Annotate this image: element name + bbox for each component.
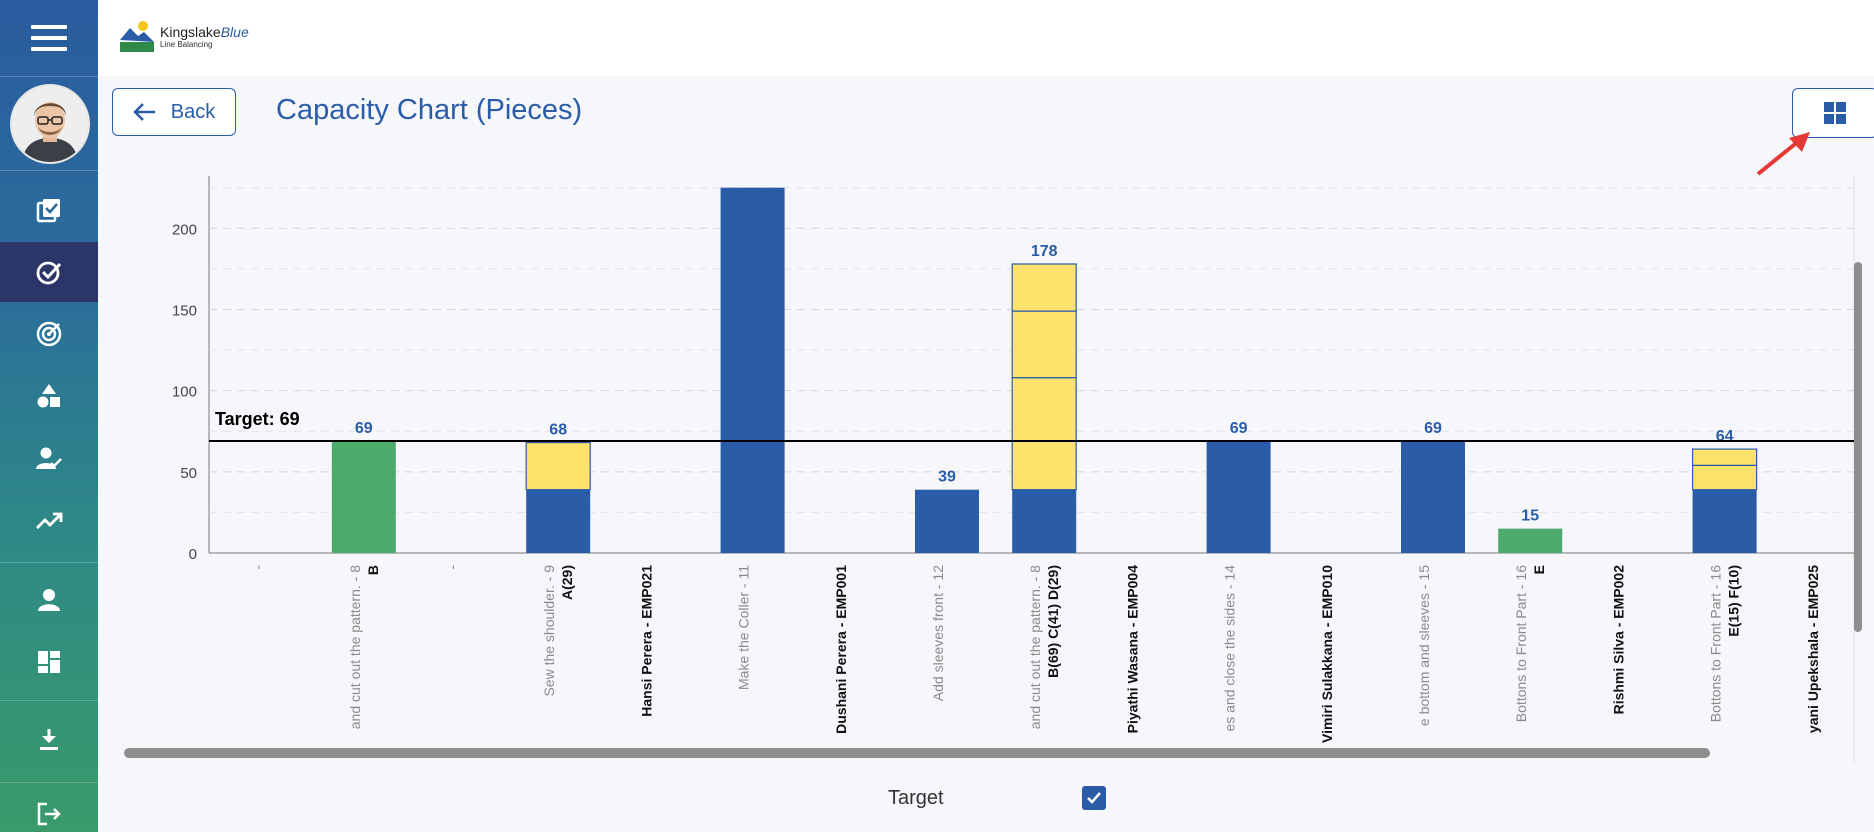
bar-15-seg-1 bbox=[1691, 464, 1758, 491]
sidebar-item-person-check[interactable] bbox=[0, 428, 98, 488]
brand-subtitle: Line Balancing bbox=[160, 40, 213, 49]
sidebar-item-logout[interactable] bbox=[0, 796, 98, 832]
bar-label-7: 39 bbox=[938, 469, 956, 486]
download-icon bbox=[40, 729, 58, 750]
sidebar-item-person[interactable] bbox=[0, 570, 98, 630]
x-tick-3-0: Sew the shoulder. - 9 bbox=[541, 565, 557, 697]
x-tick-1-1: B bbox=[365, 565, 381, 575]
x-tick-1-0: and cut out the pattern. - 8 bbox=[347, 565, 363, 729]
check-circle-icon bbox=[36, 261, 62, 285]
shapes-icon bbox=[37, 384, 60, 408]
bar-8-seg-3 bbox=[1011, 263, 1077, 312]
bar-13-seg-0 bbox=[1498, 528, 1563, 553]
bar-12-seg-0 bbox=[1401, 440, 1465, 553]
brand-name: KingslakeBlue bbox=[160, 24, 249, 40]
grid-icon bbox=[1824, 102, 1846, 124]
back-button[interactable]: Back bbox=[112, 88, 236, 136]
bar-10-seg-0 bbox=[1206, 440, 1271, 553]
sidebar-item-checklist[interactable] bbox=[0, 180, 98, 240]
sidebar-item-trending[interactable] bbox=[0, 490, 98, 550]
target-label: Target: 69 bbox=[215, 409, 300, 429]
app-logo: KingslakeBlue Line Balancing bbox=[118, 20, 249, 54]
trending-up-icon bbox=[36, 512, 63, 529]
x-tick-0-0: - bbox=[250, 565, 266, 570]
hamburger-menu-icon bbox=[31, 25, 67, 51]
user-avatar-icon bbox=[12, 86, 88, 162]
x-tick-8-0: and cut out the pattern. - 8 bbox=[1027, 565, 1043, 729]
sidebar-item-check[interactable] bbox=[0, 242, 98, 302]
y-tick-0: 0 bbox=[189, 546, 197, 563]
target-checkbox[interactable] bbox=[1081, 786, 1106, 810]
legend: Target bbox=[888, 786, 1106, 810]
x-tick-9-0: Piyathi Wasana - EMP004 bbox=[1124, 565, 1140, 734]
person-check-icon bbox=[36, 447, 62, 469]
person-icon bbox=[38, 589, 60, 611]
bar-8-seg-0 bbox=[1012, 489, 1077, 553]
bar-1-seg-0 bbox=[331, 440, 396, 553]
y-tick-200: 200 bbox=[172, 221, 197, 238]
bar-5-seg-0 bbox=[720, 187, 785, 553]
y-tick-50: 50 bbox=[180, 465, 197, 482]
x-tick-4-0: Hansi Perera - EMP021 bbox=[638, 565, 654, 717]
x-tick-15-1: E(15) F(10) bbox=[1726, 565, 1742, 637]
bar-label-13: 15 bbox=[1521, 508, 1539, 525]
bar-label-15: 64 bbox=[1716, 428, 1734, 445]
bar-label-10: 69 bbox=[1230, 420, 1248, 437]
sidebar-item-download[interactable] bbox=[0, 710, 98, 770]
arrow-left-icon bbox=[132, 103, 155, 121]
sidebar-item-shapes[interactable] bbox=[0, 366, 98, 426]
grid-view-button[interactable] bbox=[1792, 88, 1874, 138]
x-tick-13-1: E bbox=[1531, 565, 1547, 574]
checkmark-icon bbox=[1086, 792, 1101, 804]
x-tick-5-0: Make the Coller - 11 bbox=[736, 565, 752, 690]
checklist-icon bbox=[36, 199, 60, 223]
x-tick-16-0: yani Upekshala - EMP025 bbox=[1805, 565, 1821, 733]
bar-8-seg-1 bbox=[1011, 377, 1077, 491]
bar-3-seg-1 bbox=[525, 441, 591, 491]
y-tick-150: 150 bbox=[172, 302, 197, 319]
bar-label-8: 178 bbox=[1031, 243, 1058, 260]
logout-icon bbox=[37, 802, 61, 826]
sidebar bbox=[0, 0, 98, 832]
bar-label-1: 69 bbox=[355, 420, 373, 437]
bar-label-12: 69 bbox=[1424, 420, 1442, 437]
target-icon bbox=[36, 321, 62, 347]
top-bar: KingslakeBlue Line Balancing bbox=[98, 0, 1874, 77]
avatar[interactable] bbox=[10, 84, 90, 164]
x-tick-13-0: Bottons to Front Part - 16 bbox=[1513, 565, 1529, 722]
dashboard-icon bbox=[38, 651, 60, 673]
y-tick-100: 100 bbox=[172, 384, 197, 401]
bar-8-seg-2 bbox=[1011, 310, 1077, 379]
bar-7-seg-0 bbox=[915, 489, 979, 553]
capacity-chart: 0 50 100 150 200 - 69 and cut out the pattern. … bbox=[98, 168, 1874, 773]
x-tick-7-0: Add sleeves front - 12 bbox=[930, 565, 946, 701]
x-tick-6-0: Dushani Perera - EMP001 bbox=[833, 565, 849, 734]
x-tick-2-0: - bbox=[444, 565, 460, 570]
bar-label-3: 68 bbox=[549, 422, 567, 439]
bar-15-seg-0 bbox=[1692, 489, 1757, 553]
x-tick-11-0: Vimiri Sulakkana - EMP010 bbox=[1319, 565, 1335, 743]
vertical-scrollbar[interactable] bbox=[1854, 262, 1862, 632]
x-tick-3-1: A(29) bbox=[559, 565, 575, 600]
annotation-arrow-icon bbox=[1756, 132, 1810, 176]
x-tick-8-1: B(69) C(41) D(29) bbox=[1045, 565, 1061, 678]
capacity-chart-svg: 0 50 100 150 200 - 69 and cut out the pattern. … bbox=[172, 176, 1855, 763]
x-tick-12-0: e bottom and sleeves - 15 bbox=[1416, 565, 1432, 726]
page-title: Capacity Chart (Pieces) bbox=[276, 94, 583, 126]
x-tick-15-0: Bottons to Front Part - 16 bbox=[1708, 565, 1724, 722]
sidebar-item-target[interactable] bbox=[0, 304, 98, 364]
x-tick-10-0: es and close the sides - 14 bbox=[1222, 565, 1238, 732]
horizontal-scrollbar[interactable] bbox=[124, 748, 1710, 758]
legend-label: Target bbox=[888, 786, 944, 809]
bar-3-seg-0 bbox=[526, 489, 591, 553]
back-label: Back bbox=[170, 100, 216, 123]
logo-mark-icon bbox=[120, 21, 154, 52]
sidebar-item-dashboard[interactable] bbox=[0, 632, 98, 692]
bar-15-seg-2 bbox=[1691, 448, 1758, 466]
x-tick-14-0: Rishmi Silva - EMP002 bbox=[1610, 565, 1626, 715]
menu-button[interactable] bbox=[0, 0, 98, 76]
